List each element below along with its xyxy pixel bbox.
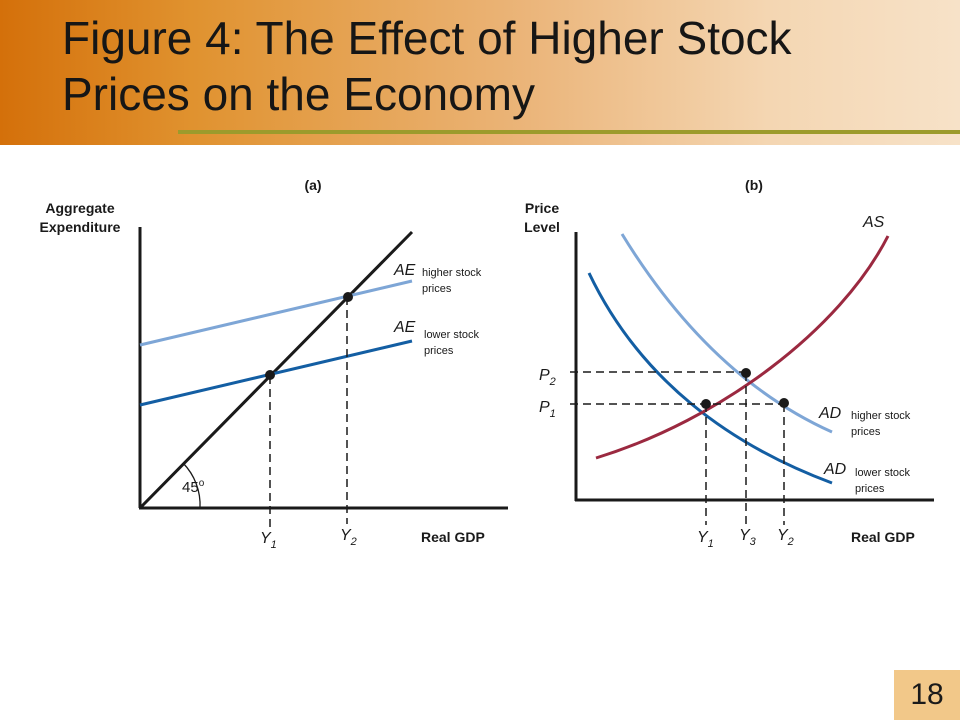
panel-b: (b) Price Level AS AD higher stock price… bbox=[524, 177, 934, 550]
y2-label-b: Y2 bbox=[777, 527, 794, 548]
slide-number: 18 bbox=[894, 670, 960, 720]
slide-title-line-1: Figure 4: The Effect of Higher Stock bbox=[62, 12, 792, 64]
panel-a: (a) Aggregate Expenditure 45o AE higher … bbox=[40, 177, 508, 551]
y1-label-a: Y1 bbox=[260, 530, 277, 551]
equilibrium-point-y2-a bbox=[343, 292, 353, 302]
equilibrium-point-y2-b bbox=[779, 398, 789, 408]
panel-b-label: (b) bbox=[745, 177, 763, 193]
panel-a-y-axis-label-line1: Aggregate bbox=[45, 200, 114, 216]
ad-higher-label: AD bbox=[818, 405, 842, 422]
ae-higher-label: AE bbox=[393, 262, 416, 279]
equilibrium-point-y1-b bbox=[701, 399, 711, 409]
slide-title-line-2: Prices on the Economy bbox=[62, 68, 536, 120]
ae-lower-label: AE bbox=[393, 319, 416, 336]
title-underline bbox=[178, 130, 960, 134]
title-banner bbox=[0, 0, 960, 145]
ae-higher-sub2: prices bbox=[422, 283, 452, 295]
angle-label: 45o bbox=[182, 478, 205, 496]
ae-higher-stock-prices-curve bbox=[139, 279, 413, 347]
angle-arc bbox=[182, 462, 201, 509]
panel-a-y-axis-label-line2: Expenditure bbox=[40, 219, 121, 235]
ad-lower-label: AD bbox=[823, 461, 847, 478]
panel-a-label: (a) bbox=[304, 177, 321, 193]
ad-lower-sub1: lower stock bbox=[855, 467, 911, 479]
panel-b-x-axis-label: Real GDP bbox=[851, 529, 915, 545]
ae-lower-sub2: prices bbox=[424, 345, 454, 357]
ad-lower-stock-prices-curve bbox=[587, 272, 833, 485]
forty-five-degree-line bbox=[138, 230, 414, 510]
ad-higher-stock-prices-curve bbox=[620, 233, 833, 434]
equilibrium-point-y3-b bbox=[741, 368, 751, 378]
panel-a-x-axis-label: Real GDP bbox=[421, 529, 485, 545]
ad-lower-sub2: prices bbox=[855, 483, 885, 495]
p2-label: P2 bbox=[539, 367, 556, 388]
p1-label: P1 bbox=[539, 399, 556, 420]
panel-b-y-axis-label-line1: Price bbox=[525, 200, 559, 216]
ae-higher-sub1: higher stock bbox=[422, 267, 482, 279]
ad-higher-sub1: higher stock bbox=[851, 410, 911, 422]
as-label: AS bbox=[862, 214, 885, 231]
as-curve bbox=[595, 235, 890, 460]
ad-higher-sub2: prices bbox=[851, 426, 881, 438]
ae-lower-sub1: lower stock bbox=[424, 329, 480, 341]
panel-b-y-axis-label-line2: Level bbox=[524, 219, 560, 235]
equilibrium-point-y1-a bbox=[265, 370, 275, 380]
y1-label-b: Y1 bbox=[697, 529, 714, 550]
y2-label-a: Y2 bbox=[340, 527, 357, 548]
y3-label-b: Y3 bbox=[739, 527, 757, 548]
ae-lower-stock-prices-curve bbox=[139, 339, 413, 407]
slide-title: Figure 4: The Effect of Higher Stock Pric… bbox=[62, 10, 942, 122]
